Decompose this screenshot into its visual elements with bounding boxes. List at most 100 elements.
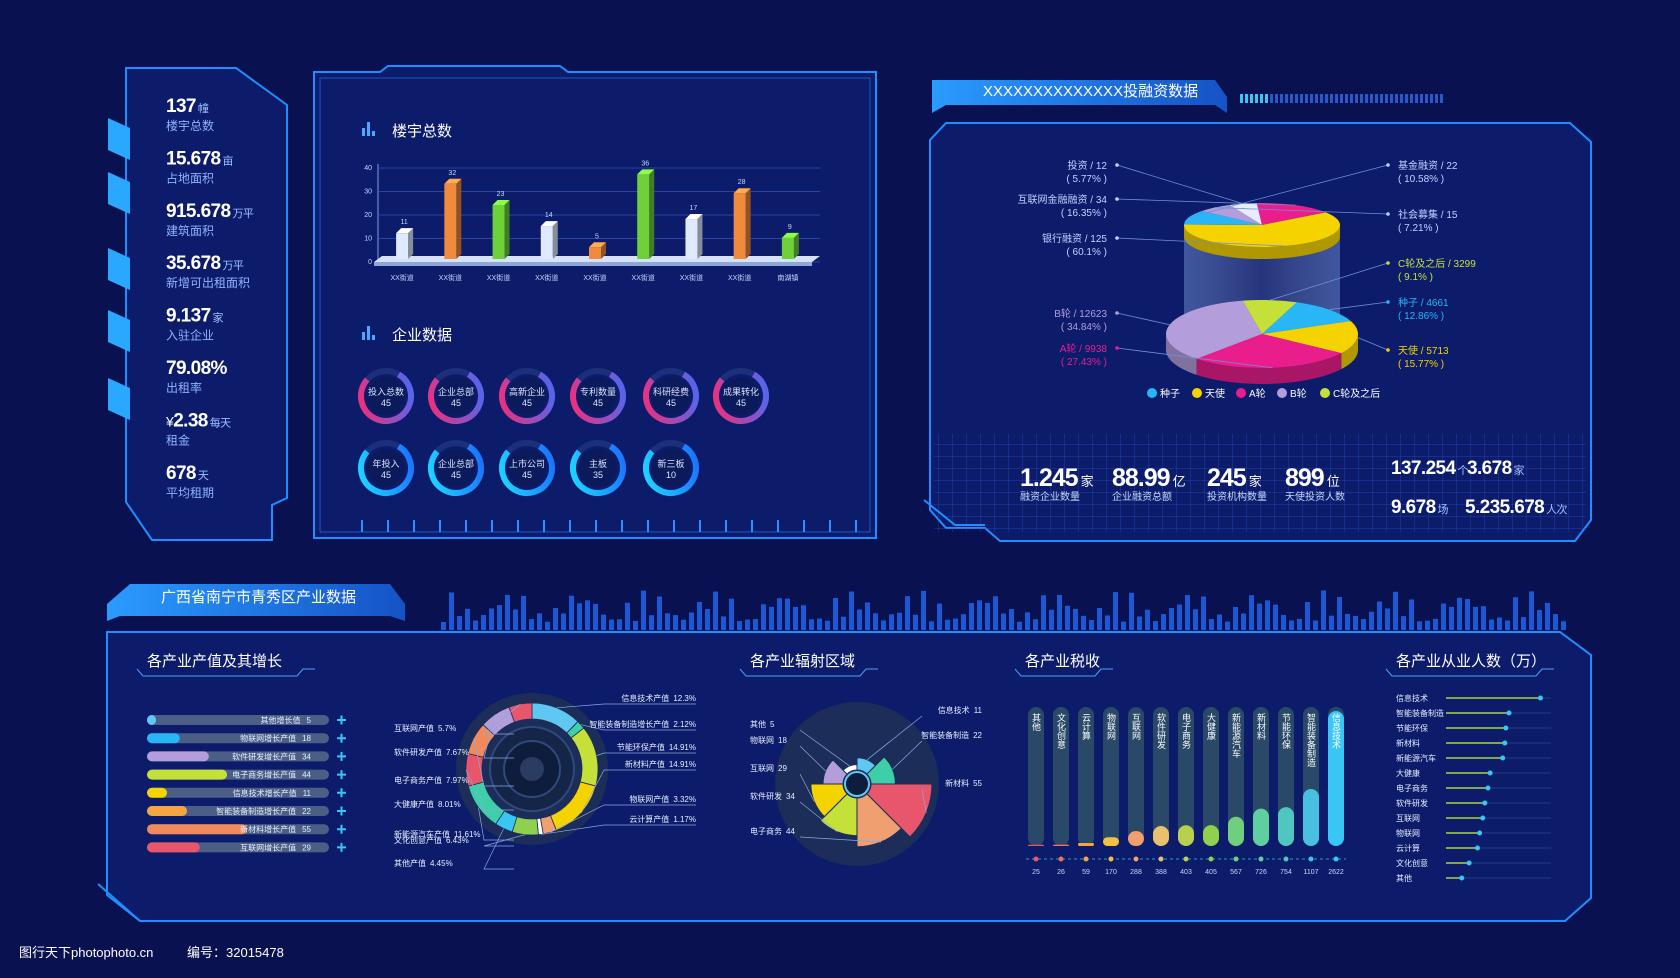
- value-label: 5: [595, 233, 599, 240]
- kpi-grid: [934, 434, 1586, 532]
- stat-prefix: ¥: [165, 413, 174, 429]
- bar-top: [540, 221, 558, 227]
- pie-percent: ( 34.84% ): [1061, 322, 1107, 333]
- label-connector: [1357, 337, 1389, 351]
- capsule-value: 2622: [1328, 869, 1344, 876]
- stripe: [1295, 94, 1298, 103]
- stripe: [1330, 94, 1333, 103]
- ring-label: 成果转化: [723, 386, 759, 397]
- kpi-unit: 人次: [1546, 502, 1567, 516]
- rose-label: 互联网 29: [750, 764, 787, 773]
- wave-bar: [625, 602, 630, 630]
- kpi-number: 137.254: [1391, 458, 1457, 479]
- chart-title: 企业数据: [392, 326, 452, 344]
- wave-bar: [1465, 599, 1470, 630]
- kpi-unit: 场: [1438, 502, 1449, 516]
- donut-name: 新能源汽车产值: [394, 829, 450, 839]
- pie-slice: [1242, 300, 1297, 334]
- rose-label: 智能装备制造 22: [921, 730, 982, 740]
- wave-bar: [641, 590, 646, 630]
- ring-value: 45: [736, 398, 746, 408]
- lollipop-label: 物联网: [1396, 828, 1420, 838]
- kpi-number: 9.678: [1391, 497, 1436, 518]
- wave-bar: [1281, 614, 1286, 630]
- donut-name: 信息技术产值: [621, 693, 669, 703]
- wave-bar: [1553, 614, 1558, 630]
- label-connector: [799, 801, 838, 833]
- wave-bar: [1513, 597, 1518, 630]
- pie-slice: [1166, 300, 1262, 359]
- label-connector: [1214, 207, 1389, 215]
- stripe: [1305, 94, 1308, 103]
- capsule-track: [1153, 707, 1169, 846]
- wave-bar: [1289, 620, 1294, 630]
- capsule-label: 云计算: [1081, 713, 1091, 741]
- wave-bar: [489, 608, 494, 630]
- donut-label: 信息技术产值 12.3%: [621, 693, 696, 703]
- stripe: [1430, 94, 1433, 103]
- wave-bar: [609, 619, 614, 630]
- progress-bar: [147, 842, 200, 853]
- capsule-bar: [1328, 711, 1344, 846]
- wave-bar: [561, 613, 566, 630]
- wave-bar: [937, 603, 942, 630]
- section-title: 广西省南宁市青秀区产业数据: [161, 589, 356, 606]
- stripe: [1405, 94, 1408, 103]
- stripe: [1300, 94, 1303, 103]
- stat-label: 楼宇总数: [166, 118, 214, 133]
- ring-label: 上市公司: [509, 458, 545, 469]
- value-label: 23: [497, 191, 505, 198]
- donut-value: 4.45%: [430, 859, 453, 868]
- stripe: [1280, 94, 1283, 103]
- rose-value: 5: [770, 720, 775, 729]
- stat-unit: 亩: [223, 153, 234, 167]
- wave-bar: [673, 615, 678, 630]
- label-connector: [799, 836, 882, 843]
- legend-label: A轮: [1249, 387, 1266, 400]
- stat-unit: 万平: [232, 208, 253, 220]
- stat-label: 出租率: [166, 380, 202, 395]
- donut-label: 大健康产值 8.01%: [394, 799, 461, 809]
- capsule-label: 互联网: [1131, 713, 1141, 741]
- wave-bar: [1361, 619, 1366, 630]
- progress-bar: [147, 751, 209, 762]
- panel-deco: [97, 883, 180, 922]
- progress-track: [147, 733, 329, 744]
- stripe: [1245, 94, 1248, 103]
- stripe: [1395, 94, 1398, 103]
- label-dot: [1115, 346, 1119, 350]
- capsule-value: 26: [1057, 869, 1065, 876]
- capsule-track: [1128, 707, 1144, 846]
- kpi-number: 88.99: [1112, 464, 1170, 492]
- stat-value: ¥2.38 每天: [165, 410, 231, 431]
- progress-value: 11: [303, 789, 312, 798]
- wave-bar: [889, 614, 894, 630]
- wave-bar: [521, 595, 526, 630]
- wave-bar: [585, 600, 590, 630]
- plus-icon: [337, 842, 346, 852]
- bar-top: [444, 178, 462, 184]
- y-tick-label: 10: [364, 236, 372, 243]
- wave-bar: [1377, 601, 1382, 630]
- wave-bar: [1041, 595, 1046, 630]
- donut-name: 节能环保产值: [617, 742, 665, 752]
- wave-bar: [809, 619, 814, 630]
- pie-label: C轮及之后 / 3299: [1398, 257, 1476, 270]
- progress-value: 5: [307, 716, 312, 725]
- wave-bar: [1353, 615, 1358, 630]
- label-connector: [1116, 237, 1285, 247]
- stripe: [1290, 94, 1293, 103]
- lollipop-label: 文化创意: [1396, 858, 1428, 868]
- wave-bar: [1537, 610, 1542, 630]
- capsule-label: 新能源汽车: [1231, 712, 1241, 759]
- wave-bar: [1297, 618, 1302, 630]
- panel-tab: [108, 118, 130, 160]
- label-connector: [799, 729, 850, 767]
- donut-label: 软件研发产值 7.67%: [394, 747, 469, 757]
- progress-bar: [147, 824, 248, 835]
- x-tick-label: 南湖镇: [777, 273, 798, 282]
- capsule-bar: [1153, 826, 1169, 846]
- capsule-bar: [1203, 825, 1219, 846]
- stripe: [1310, 94, 1313, 103]
- plus-icon: [337, 806, 346, 816]
